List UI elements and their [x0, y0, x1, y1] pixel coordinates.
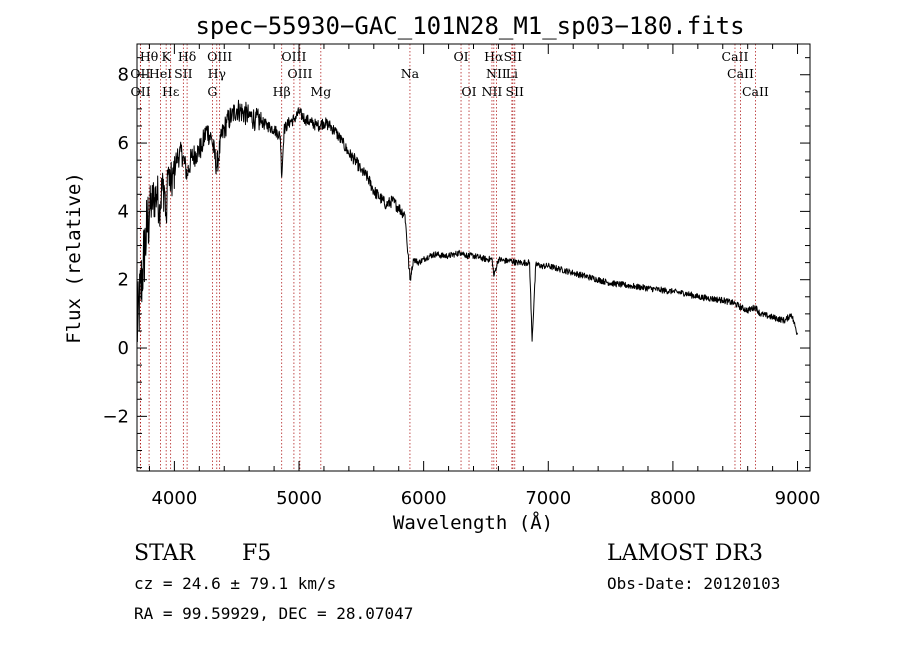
x-tick-label: 5000	[276, 488, 322, 509]
object-subclass: F5	[242, 541, 271, 566]
spectral-line-label: OI	[453, 49, 468, 64]
spectral-line-label: OI	[461, 84, 476, 99]
series-group	[136, 99, 798, 343]
y-axis-label: Flux (relative)	[63, 172, 85, 344]
y-tick-label: 4	[118, 201, 129, 222]
survey-name: LAMOST DR3	[607, 541, 763, 566]
spectral-line-label: Hγ	[208, 66, 226, 81]
observation-date: Obs-Date: 20120103	[607, 574, 780, 593]
spectral-line-label: K	[161, 49, 171, 64]
sky-coordinates: RA = 99.59929, DEC = 28.07047	[134, 604, 413, 623]
x-axis-label: Wavelength (Å)	[393, 511, 553, 534]
redshift-velocity: cz = 24.6 ± 79.1 km/s	[134, 574, 336, 593]
y-tick-label: 2	[118, 270, 129, 291]
spectral-line-label: CaII	[722, 49, 749, 64]
axis-ticks: 4000 5000 6000 7000 8000 9000 −2 0 2 4 6 8	[102, 44, 820, 509]
spectral-line-label: Hβ	[273, 84, 291, 99]
spectral-line-label: Hε	[162, 84, 179, 99]
y-tick-label: −2	[102, 406, 129, 427]
flux-series-line	[136, 99, 798, 343]
spectral-line-label: OIII	[207, 49, 232, 64]
spectral-line-label: SII	[504, 49, 523, 64]
spectral-line-label: OIII	[281, 49, 306, 64]
spectral-line-label: G	[207, 84, 217, 99]
spectral-line-label: NII	[482, 84, 503, 99]
spectral-line-label: Hα	[484, 49, 504, 64]
y-tick-label: 6	[118, 133, 129, 154]
spectral-line-label: Hδ	[178, 49, 196, 64]
y-tick-label: 8	[118, 65, 129, 86]
x-tick-label: 8000	[650, 488, 696, 509]
spectral-line-label: CaII	[727, 66, 754, 81]
spectral-line-label: Mg	[310, 84, 331, 99]
spectral-line-label: SII	[174, 66, 193, 81]
spectral-line-label: NII	[486, 66, 507, 81]
spectral-line-label: Hθ	[140, 49, 158, 64]
plot-frame	[136, 43, 811, 472]
spectral-line-label: Na	[401, 66, 420, 81]
spectral-line-label: Li	[506, 66, 518, 81]
y-tick-label: 0	[118, 338, 129, 359]
x-tick-label: 7000	[525, 488, 571, 509]
spectral-line-label: HeI	[149, 66, 172, 81]
x-tick-label: 9000	[775, 488, 821, 509]
object-class: STAR	[134, 541, 196, 566]
x-tick-label: 6000	[401, 488, 447, 509]
spectral-line-label: SII	[506, 84, 525, 99]
spectral-line-label: CaII	[742, 84, 769, 99]
x-tick-label: 4000	[151, 488, 197, 509]
chart-title: spec−55930−GAC_101N28_M1_sp03−180.fits	[195, 12, 744, 40]
spectral-line-label: OIII	[287, 66, 312, 81]
